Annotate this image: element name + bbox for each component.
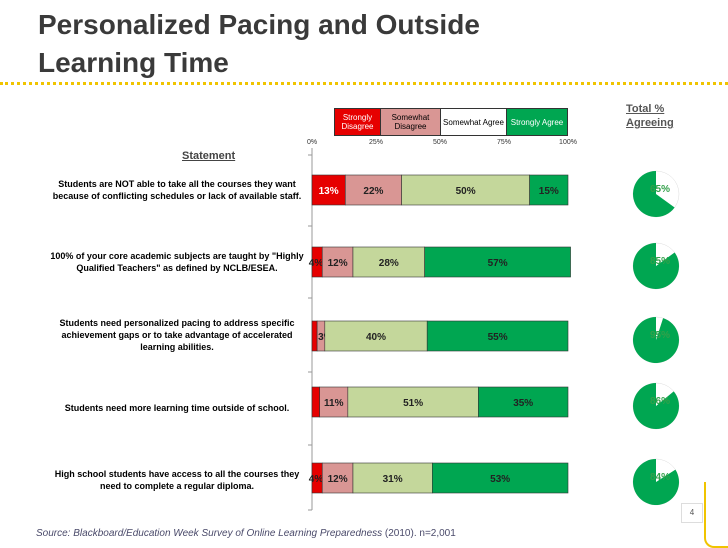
legend-strongly-agree: Strongly Agree bbox=[507, 109, 567, 135]
source-detail: (2010). n=2,001 bbox=[382, 528, 456, 539]
bar-segment bbox=[401, 174, 530, 206]
pie-label: 84% bbox=[650, 472, 670, 483]
bar-segment bbox=[311, 320, 318, 352]
source-note: Source: Blackboard/Education Week Survey… bbox=[36, 528, 456, 539]
data-label: 51% bbox=[403, 398, 423, 409]
bar-segment bbox=[319, 386, 349, 418]
pie-slice-agree bbox=[633, 383, 680, 429]
title-divider bbox=[0, 82, 728, 85]
bar-segment bbox=[352, 462, 433, 494]
data-label: 55% bbox=[488, 332, 508, 343]
legend-somewhat-disagree: Somewhat Disagree bbox=[381, 109, 441, 135]
bar-segment bbox=[347, 386, 479, 418]
data-label: 53% bbox=[490, 474, 510, 485]
data-label: 35% bbox=[513, 398, 533, 409]
source-title: Source: Blackboard/Education Week Survey… bbox=[36, 528, 383, 539]
bar-segment bbox=[311, 386, 320, 418]
bar-segment bbox=[426, 320, 569, 352]
data-label: 12% bbox=[328, 474, 348, 485]
statement-3: Students need personalized pacing to add… bbox=[59, 318, 295, 352]
data-label: 4% bbox=[309, 258, 324, 269]
statement-4: Students need more learning time outside… bbox=[64, 403, 290, 413]
data-label: 12% bbox=[328, 258, 348, 269]
x-tick-label: 75% bbox=[497, 139, 511, 146]
data-label: 50% bbox=[456, 186, 476, 197]
data-label: 40% bbox=[366, 332, 386, 343]
pie-label: 65% bbox=[650, 184, 670, 195]
bar-segment bbox=[321, 462, 354, 494]
page-number: 4 bbox=[681, 503, 703, 523]
data-label: 4% bbox=[309, 474, 324, 485]
bar-segment bbox=[529, 174, 569, 206]
data-label: 31% bbox=[383, 474, 403, 485]
statement-2: 100% of your core academic subjects are … bbox=[50, 251, 304, 273]
data-label: 57% bbox=[488, 258, 508, 269]
x-tick-label: 50% bbox=[433, 139, 447, 146]
legend-strongly-disagree: Strongly Disagree bbox=[335, 109, 381, 135]
statement-1: Students are NOT able to take all the co… bbox=[52, 179, 302, 201]
total-agreeing-label: Total % Agreeing bbox=[626, 103, 674, 129]
statement-5: High school students have access to all … bbox=[54, 469, 300, 491]
pie-label: 85% bbox=[650, 256, 670, 267]
x-tick-label: 25% bbox=[369, 139, 383, 146]
bar-segment bbox=[432, 462, 569, 494]
legend-somewhat-agree: Somewhat Agree bbox=[441, 109, 507, 135]
data-label: 13% bbox=[319, 186, 339, 197]
chart-legend: Strongly Disagree Somewhat Disagree Some… bbox=[334, 108, 568, 136]
pie-slice-agree bbox=[632, 171, 675, 218]
pie-label: 86% bbox=[650, 396, 670, 407]
bar-segment bbox=[311, 174, 346, 206]
statement-header: Statement bbox=[182, 150, 236, 162]
data-label: 22% bbox=[363, 186, 383, 197]
data-label: 15% bbox=[539, 186, 559, 197]
x-tick-label: 100% bbox=[559, 139, 577, 146]
bar-segment bbox=[352, 246, 425, 278]
bar-segment bbox=[424, 246, 571, 278]
pie-slice-agree bbox=[633, 459, 679, 506]
bar-segment bbox=[478, 386, 569, 418]
corner-decoration bbox=[704, 482, 728, 548]
x-tick-label: 0% bbox=[307, 139, 317, 146]
pie-slice-agree bbox=[632, 317, 679, 364]
pie-slice-agree bbox=[633, 243, 679, 289]
slide-title: Personalized Pacing and Outside Learning… bbox=[38, 9, 480, 78]
data-label: 11% bbox=[324, 398, 344, 409]
data-label: 28% bbox=[379, 258, 399, 269]
pie-label: 95% bbox=[650, 330, 670, 341]
